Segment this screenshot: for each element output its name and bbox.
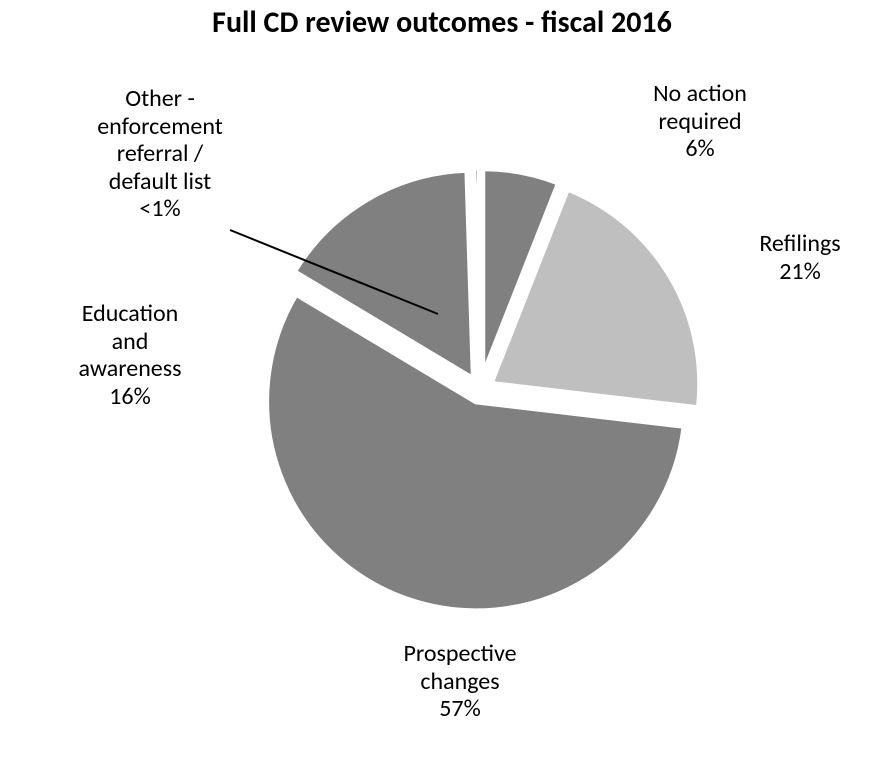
slice-label-prospective: Prospective changes 57% bbox=[340, 640, 580, 723]
pie-chart-container: Full CD review outcomes - fiscal 2016 No… bbox=[0, 0, 884, 759]
slice-label-education: Education and awareness 16% bbox=[30, 300, 230, 410]
slice-label-no_action: No action required 6% bbox=[600, 80, 800, 163]
slice-label-refilings: Refilings 21% bbox=[720, 230, 880, 285]
slice-label-other: Other - enforcement referral / default l… bbox=[30, 85, 290, 223]
